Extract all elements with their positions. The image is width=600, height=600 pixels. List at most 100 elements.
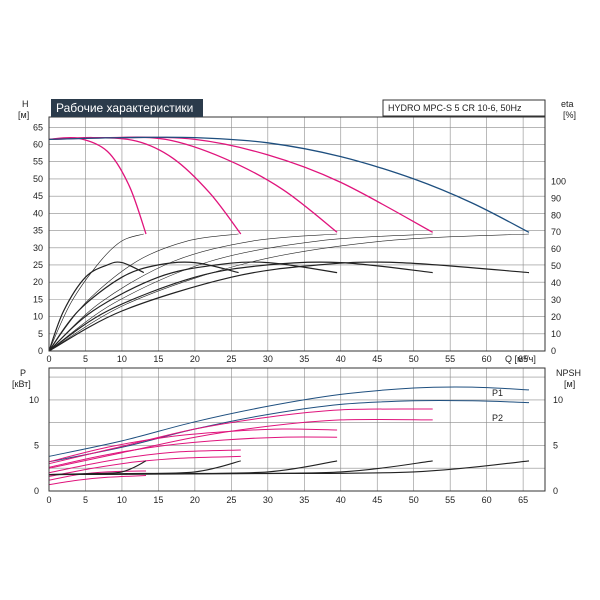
series-system-13 [48,233,433,352]
npsh-axis-label: NPSH [м] [556,368,581,389]
series-power-2 [48,428,338,463]
y-tick-label-right: 90 [551,193,561,203]
series-P1-0 [48,386,530,457]
x-tick-label-bottom: 40 [336,495,346,505]
series-P2-1 [48,399,530,463]
series-system-12 [48,233,338,352]
x-tick-label-bottom: 35 [299,495,309,505]
series-power-3 [48,436,338,468]
x-tick-label-bottom: 0 [46,495,51,505]
y-tick-label-left: 10 [33,312,43,322]
npsh-tick-label: 10 [553,395,563,405]
y-tick-label-right: 30 [551,295,561,305]
series-head-3 [48,136,434,233]
x-tick-label-bottom: 65 [518,495,528,505]
y-tick-label-left: 5 [38,329,43,339]
legend-p2: P2 [492,413,503,423]
x-tick-label-top: 30 [263,354,273,364]
x-tick-label-top: 0 [46,354,51,364]
y-tick-label-right: 60 [551,244,561,254]
series-power-4 [48,408,433,465]
head-axis-label: H [м] [18,99,29,120]
series-power-6 [48,449,241,474]
y-tick-label-left: 20 [33,277,43,287]
y-tick-label-right: 80 [551,210,561,220]
series-head-0 [48,136,147,235]
y-tick-label-left: 65 [33,122,43,132]
series-power-5 [48,418,433,469]
x-tick-label-bottom: 25 [226,495,236,505]
series-system-14 [48,233,530,352]
series-power-7 [48,455,241,477]
x-tick-label-bottom: 20 [190,495,200,505]
chart-title-background [51,99,203,117]
series-power-9 [48,475,147,486]
power-axis-label: P [кВт] [12,368,31,389]
x-tick-label-top: 20 [190,354,200,364]
y-tick-label-right: 10 [551,329,561,339]
y-tick-label-left: 40 [33,208,43,218]
x-tick-label-bottom: 10 [117,495,127,505]
y-tick-label-left: 30 [33,243,43,253]
head-series [48,136,530,352]
x-tick-label-bottom: 55 [445,495,455,505]
y-tick-label-right: 0 [551,346,556,356]
series-head-1 [48,136,242,235]
series-npsh-11 [48,460,241,476]
y-tick-label-right: 100 [551,176,566,186]
y-tick-label-left: 55 [33,157,43,167]
flow-axis-label: Q [м³/ч] [505,354,536,364]
series-npsh-14 [48,460,530,476]
x-tick-label-bottom: 30 [263,495,273,505]
x-tick-label-top: 60 [482,354,492,364]
power-tick-label: 10 [29,395,39,405]
y-tick-label-right: 50 [551,261,561,271]
power-series [48,386,530,486]
npsh-tick-label: 0 [553,486,558,496]
x-tick-label-top: 45 [372,354,382,364]
series-head-2 [48,136,338,233]
x-tick-label-bottom: 5 [83,495,88,505]
x-tick-label-top: 15 [153,354,163,364]
series-efficiency-5 [48,261,145,352]
x-tick-label-top: 10 [117,354,127,364]
series-efficiency-8 [48,261,433,352]
x-tick-label-bottom: 60 [482,495,492,505]
y-tick-label-right: 70 [551,227,561,237]
y-tick-label-right: 40 [551,278,561,288]
y-tick-label-right: 20 [551,312,561,322]
x-tick-label-bottom: 50 [409,495,419,505]
power-plot-frame [48,367,546,492]
x-tick-label-bottom: 15 [153,495,163,505]
legend-p1: P1 [492,388,503,398]
efficiency-axis-label: eta [%] [561,99,576,120]
tick-labels: 0 5 10 15 20 25 30 35 40 45 50 55 60 650 5 10 15 20 25 30 35… [29,122,566,505]
series-head-4 [48,136,530,233]
x-tick-label-top: 35 [299,354,309,364]
y-tick-label-left: 50 [33,174,43,184]
series-efficiency-9 [48,261,530,352]
series-efficiency-7 [48,261,338,352]
model-label: HYDRO MPC-S 5 CR 10-6, 50Hz [388,103,522,113]
head-plot-frame [48,116,546,352]
x-tick-label-top: 25 [226,354,236,364]
y-tick-label-left: 60 [33,140,43,150]
x-tick-label-top: 50 [409,354,419,364]
x-tick-label-top: 65 [518,354,528,364]
x-tick-label-top: 40 [336,354,346,364]
x-tick-label-top: 5 [83,354,88,364]
series-system-11 [48,233,239,352]
npsh-tick-label: 5 [553,440,558,450]
x-tick-label-bottom: 45 [372,495,382,505]
y-tick-label-left: 35 [33,226,43,236]
x-tick-label-top: 55 [445,354,455,364]
chart-title: Рабочие характеристики [56,101,193,115]
model-label-box [382,99,546,117]
power-tick-label: 5 [34,440,39,450]
power-tick-label: 0 [34,486,39,496]
head-grid [48,117,545,352]
y-tick-label-left: 45 [33,191,43,201]
y-tick-label-left: 25 [33,260,43,270]
series-system-10 [48,233,144,352]
